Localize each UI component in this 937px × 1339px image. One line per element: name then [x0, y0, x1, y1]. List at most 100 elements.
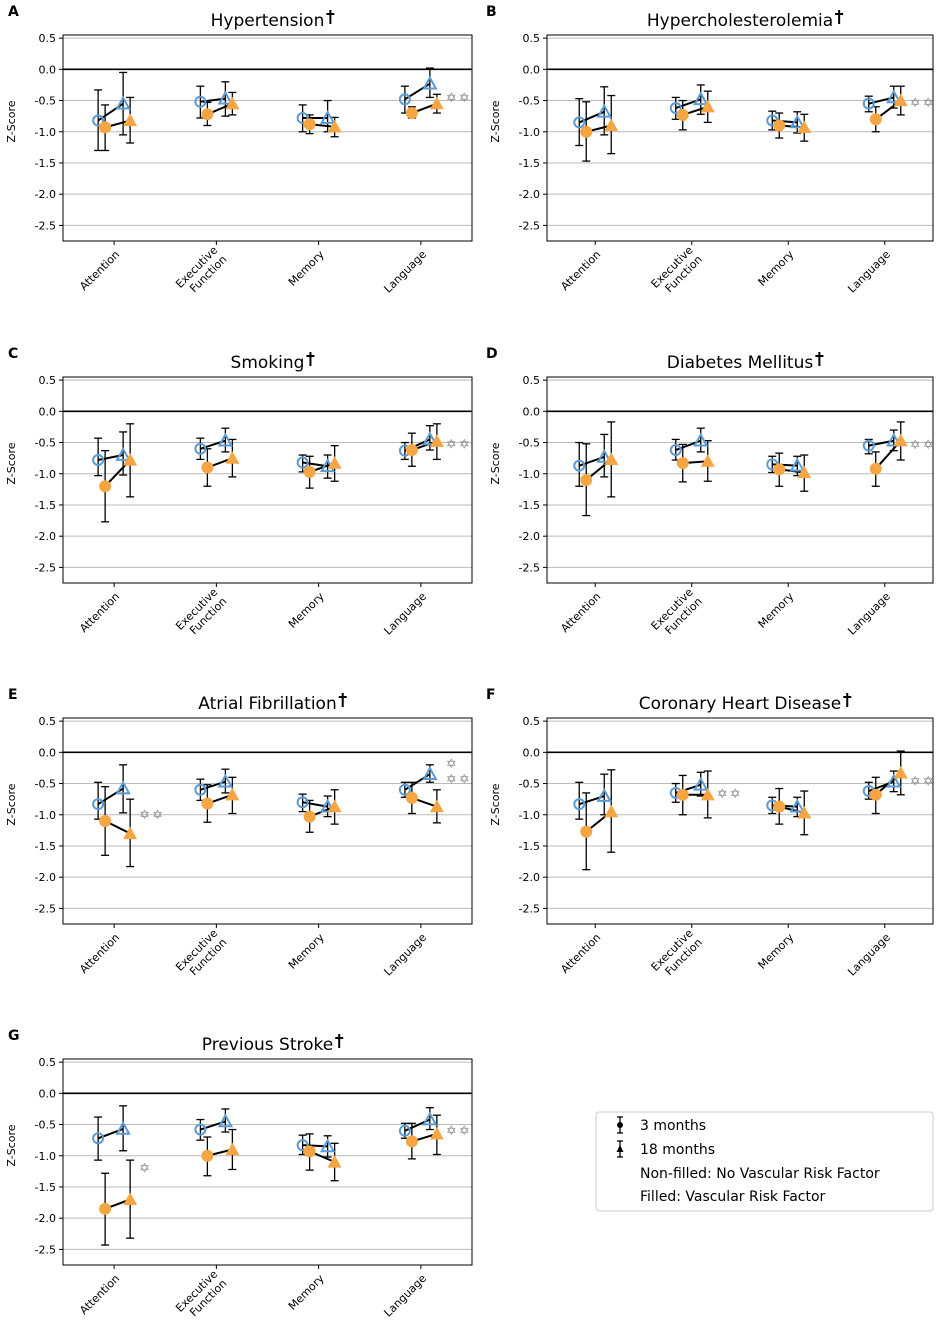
marker-no-vrf-18m	[115, 95, 131, 110]
y-tick-label: -0.5	[35, 95, 56, 108]
marker-vrf-18m	[893, 93, 908, 107]
panel-g: 0.5 0.0 -0.5 -1.0 -1.5 -2.0 -2.5 Z-Score G Previo…	[5, 1028, 473, 1320]
panel-letter: E	[8, 687, 18, 703]
marker-no-vrf-3m	[194, 1123, 207, 1136]
marker-vrf-3m	[303, 118, 316, 131]
x-tick-label-line: Language	[845, 248, 893, 296]
y-tick-label: -1.0	[35, 1150, 56, 1163]
marker-no-vrf-18m	[596, 787, 612, 802]
marker-no-vrf-3m	[669, 444, 682, 457]
panel-d: 0.5 0.0 -0.5 -1.0 -1.5 -2.0 -2.5 Z-Score D Diabet…	[486, 346, 934, 642]
marker-vrf-18m	[797, 805, 812, 819]
y-tick-label: -1.5	[35, 840, 56, 853]
y-tick-label: -0.5	[519, 437, 540, 450]
y-tick-label: 0.0	[39, 1087, 57, 1100]
marker-vrf-3m	[303, 810, 316, 823]
marker-vrf-18m	[123, 453, 138, 466]
marker-vrf-18m	[123, 826, 138, 840]
x-tick-label: Language	[845, 248, 893, 296]
marker-vrf-18m	[225, 1142, 240, 1156]
significance-star-icon: ✡	[923, 96, 934, 111]
significance-star-icon: ✡	[446, 773, 457, 788]
y-tick-label: 0.0	[523, 405, 541, 418]
x-tick-label-line: Memory	[286, 1272, 327, 1313]
marker-no-vrf-18m	[789, 798, 805, 813]
marker-vrf-3m	[773, 800, 786, 813]
axes-frame	[62, 34, 473, 242]
x-tick-label: ExecutiveFunction	[649, 927, 705, 983]
y-tick-label: -2.0	[35, 530, 56, 543]
marker-vrf-3m	[580, 825, 593, 838]
x-tick-label-line: Language	[381, 590, 429, 638]
significance-star-icon: ✡	[152, 808, 163, 823]
marker-no-vrf-3m	[296, 1139, 309, 1152]
panel-f: 0.5 0.0 -0.5 -1.0 -1.5 -2.0 -2.5 Z-Score F Corona…	[486, 687, 934, 983]
marker-no-vrf-3m	[862, 97, 875, 110]
significance-star-icon: ✡	[717, 787, 728, 802]
marker-vrf-3m	[99, 815, 112, 827]
y-tick-label: -2.5	[519, 561, 540, 574]
y-tick-label: -2.5	[519, 902, 540, 915]
x-tick-label: Language	[381, 931, 429, 979]
panel-e: 0.5 0.0 -0.5 -1.0 -1.5 -2.0 -2.5 Z-Score E Atrial…	[5, 687, 473, 979]
marker-vrf-3m	[201, 108, 214, 121]
panel-c: 0.5 0.0 -0.5 -1.0 -1.5 -2.0 -2.5 Z-Score C Smokin…	[5, 346, 473, 642]
marker-vrf-18m	[604, 804, 619, 818]
axes-frame	[62, 376, 473, 584]
marker-no-vrf-3m	[194, 442, 207, 455]
y-tick-label: -1.0	[35, 809, 56, 822]
marker-no-vrf-3m	[398, 1124, 411, 1137]
significance-star-icon: ✡	[459, 91, 470, 106]
marker-vrf-18m	[429, 96, 444, 110]
marker-no-vrf-18m	[693, 91, 709, 106]
significance-star-icon: ✡	[459, 1124, 470, 1139]
marker-no-vrf-18m	[693, 432, 709, 447]
marker-no-vrf-18m	[319, 109, 336, 124]
x-tick-label-line: Attention	[77, 1272, 122, 1317]
legend-label: 18 months	[640, 1142, 715, 1158]
x-tick-label-line: Memory	[756, 590, 797, 631]
y-tick-label: 0.0	[523, 63, 541, 76]
legend-frame	[595, 1111, 934, 1212]
x-tick-label: Memory	[286, 248, 327, 289]
marker-no-vrf-18m	[886, 89, 902, 104]
y-tick-label: -2.5	[35, 561, 56, 574]
legend-label: Filled: Vascular Risk Factor	[640, 1189, 826, 1205]
x-tick-label: ExecutiveFunction	[173, 586, 229, 642]
marker-no-vrf-18m	[596, 103, 612, 118]
x-tick-label: Attention	[77, 931, 122, 976]
significance-star-icon: ✡	[139, 808, 150, 823]
y-axis-label: Z-Score	[5, 1124, 18, 1166]
y-tick-label: -1.5	[519, 157, 540, 170]
marker-vrf-18m	[700, 99, 715, 113]
x-tick-label: Language	[381, 590, 429, 638]
x-tick-label: ExecutiveFunction	[649, 586, 705, 642]
marker-no-vrf-3m	[194, 783, 207, 796]
y-tick-label: -2.0	[35, 871, 56, 884]
y-tick-label: -2.5	[35, 219, 56, 232]
significance-star-icon: ✡	[910, 438, 921, 453]
marker-vrf-3m	[201, 461, 214, 474]
y-tick-label: -0.5	[35, 437, 56, 450]
y-axis-label: Z-Score	[489, 100, 502, 142]
panel-title: Coronary Heart Disease	[639, 694, 842, 714]
marker-vrf-3m	[99, 121, 112, 134]
marker-vrf-18m	[700, 787, 715, 801]
marker-vrf-3m	[405, 107, 418, 120]
significance-star-icon: ✡	[459, 437, 470, 452]
marker-no-vrf-18m	[886, 432, 902, 447]
marker-no-vrf-18m	[422, 766, 438, 780]
x-tick-label: Language	[381, 1272, 429, 1320]
y-tick-label: 0.0	[39, 405, 57, 418]
marker-no-vrf-18m	[422, 1111, 438, 1126]
marker-no-vrf-3m	[296, 112, 309, 125]
y-tick-label: 0.0	[523, 746, 541, 759]
x-tick-label: ExecutiveFunction	[649, 244, 705, 300]
marker-vrf-18m	[429, 799, 444, 813]
x-tick-label: Attention	[558, 248, 603, 293]
marker-no-vrf-18m	[217, 90, 234, 105]
significance-star-icon: ✡	[446, 437, 457, 452]
marker-no-vrf-3m	[92, 454, 105, 467]
marker-vrf-18m	[123, 113, 138, 127]
